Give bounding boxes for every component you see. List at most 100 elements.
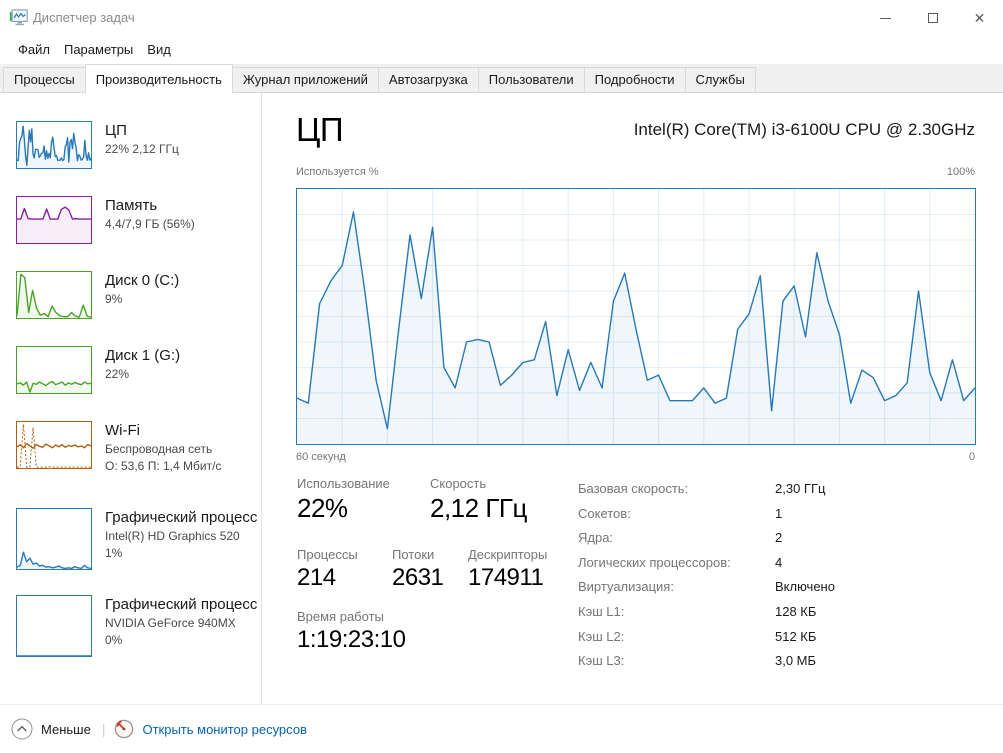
performance-pane: ЦП 22% 2,12 ГГц Память 4,4/7,9 ГБ (56%)	[0, 93, 1003, 704]
fewer-details-button[interactable]: Меньше	[11, 718, 91, 740]
sidebar-wifi-network: Беспроводная сеть	[105, 442, 213, 456]
sidebar-gpu1-name: NVIDIA GeForce 940MX	[105, 616, 236, 630]
processes-value: 214	[297, 564, 336, 591]
sidebar-memory-title: Память	[105, 197, 158, 214]
memory-sparkline	[17, 197, 91, 243]
sidebar-item-gpu0[interactable]: Графический процессор Intel(R) HD Graphi…	[16, 508, 261, 570]
close-icon: ✕	[973, 10, 986, 26]
sidebar-wifi-speeds: О: 53,6 П: 1,4 Мбит/с	[105, 459, 222, 473]
speed-value: 2,12 ГГц	[430, 493, 527, 523]
performance-sidebar: ЦП 22% 2,12 ГГц Память 4,4/7,9 ГБ (56%)	[0, 93, 262, 704]
chart-x-axis-right-label: 0	[968, 451, 975, 463]
speed-label: Скорость	[430, 476, 487, 491]
menu-file[interactable]: Файл	[18, 42, 50, 57]
cpu-usage-chart[interactable]	[296, 188, 976, 445]
tab-details[interactable]: Подробности	[583, 67, 686, 92]
sidebar-disk1-title: Диск 1 (G:)	[105, 347, 181, 364]
footer-separator: |	[101, 721, 106, 737]
sidebar-item-cpu[interactable]: ЦП 22% 2,12 ГГц	[16, 121, 261, 169]
tab-startup[interactable]: Автозагрузка	[377, 67, 479, 92]
threads-label: Потоки	[392, 547, 435, 562]
uptime-label: Время работы	[297, 609, 384, 624]
open-resource-monitor-label: Открыть монитор ресурсов	[142, 721, 307, 737]
close-button[interactable]: ✕	[956, 0, 1003, 36]
maximize-button[interactable]	[909, 0, 956, 36]
gpu0-thumbnail-chart	[16, 508, 92, 570]
menu-options[interactable]: Параметры	[63, 42, 134, 57]
sidebar-item-disk1[interactable]: Диск 1 (G:) 22%	[16, 346, 261, 394]
sidebar-gpu0-value: 1%	[105, 546, 123, 560]
cpu-page-title: ЦП	[296, 111, 344, 148]
minimize-icon	[880, 17, 891, 19]
cpu-thumbnail-chart	[16, 121, 92, 169]
resource-monitor-gauge-icon	[115, 719, 134, 739]
cpu-stats: Использование 22% Скорость 2,12 ГГц Проц…	[297, 475, 575, 655]
sidebar-gpu1-value: 0%	[105, 633, 123, 647]
cpu-usage-chart-svg	[297, 189, 975, 444]
tab-services[interactable]: Службы	[684, 67, 756, 92]
tab-app-history[interactable]: Журнал приложений	[231, 67, 379, 92]
menu-view[interactable]: Вид	[147, 42, 171, 57]
gpu1-sparkline	[17, 596, 91, 656]
tab-processes[interactable]: Процессы	[3, 67, 86, 92]
sidebar-disk0-title: Диск 0 (C:)	[105, 272, 180, 289]
detail-virtualization: Виртуализация: Включено	[578, 579, 835, 595]
wifi-thumbnail-chart	[16, 421, 92, 469]
detail-l2-cache: Кэш L2: 512 КБ	[578, 628, 817, 644]
cpu-sparkline	[17, 122, 91, 168]
cpu-model-name: Intel(R) Core(TM) i3-6100U CPU @ 2.30GHz	[633, 120, 975, 139]
cpu-hardware-details: Базовая скорость: 2,30 ГГц Сокетов: 1 Яд…	[578, 481, 835, 678]
sidebar-wifi-title: Wi-Fi	[105, 422, 140, 439]
disk1-sparkline	[17, 347, 91, 393]
chevron-up-circle-icon	[11, 718, 33, 740]
uptime-value: 1:19:23:10	[297, 626, 406, 653]
sidebar-disk1-value: 22%	[105, 367, 130, 381]
open-resource-monitor-link[interactable]: Открыть монитор ресурсов	[114, 719, 307, 739]
sidebar-gpu0-title: Графический процессор	[105, 509, 258, 526]
sidebar-item-wifi[interactable]: Wi-Fi Беспроводная сеть О: 53,6 П: 1,4 М…	[16, 421, 261, 475]
processes-label: Процессы	[297, 547, 358, 562]
chart-max-label: 100%	[946, 166, 975, 178]
footer-bar: Меньше | Открыть монитор ресурсов	[0, 704, 1003, 753]
memory-thumbnail-chart	[16, 196, 92, 244]
sidebar-item-gpu1[interactable]: Графический процессор NVIDIA GeForce 940…	[16, 595, 261, 657]
disk1-thumbnail-chart	[16, 346, 92, 394]
menu-bar: Файл Параметры Вид	[0, 36, 1003, 63]
title-bar[interactable]: Диспетчер задач ✕	[0, 0, 1003, 36]
sidebar-gpu1-title: Графический процессор	[105, 596, 258, 613]
sidebar-gpu0-name: Intel(R) HD Graphics 520	[105, 529, 240, 543]
gpu0-sparkline	[17, 509, 91, 569]
fewer-details-label: Меньше	[41, 721, 91, 737]
sidebar-memory-value: 4,4/7,9 ГБ (56%)	[105, 217, 195, 231]
chart-x-axis-left-label: 60 секунд	[296, 451, 346, 463]
disk0-thumbnail-chart	[16, 271, 92, 319]
detail-base-speed: Базовая скорость: 2,30 ГГц	[578, 481, 826, 496]
chart-y-axis-label: Используется %	[296, 166, 379, 178]
sidebar-cpu-title: ЦП	[105, 122, 127, 139]
tab-users[interactable]: Пользователи	[477, 67, 585, 92]
handles-label: Дескрипторы	[468, 547, 548, 562]
wifi-sparkline	[17, 422, 91, 468]
detail-cores: Ядра: 2	[578, 530, 783, 546]
sidebar-cpu-value: 22% 2,12 ГГц	[105, 142, 179, 156]
usage-value: 22%	[297, 493, 348, 523]
detail-sockets: Сокетов: 1	[578, 505, 783, 521]
gpu1-thumbnail-chart	[16, 595, 92, 657]
cpu-detail-panel: ЦП Intel(R) Core(TM) i3-6100U CPU @ 2.30…	[263, 93, 1003, 704]
task-manager-app-icon	[9, 9, 28, 26]
handles-value: 174911	[468, 564, 544, 591]
detail-l3-cache: Кэш L3: 3,0 МБ	[578, 653, 817, 669]
sidebar-disk0-value: 9%	[105, 292, 123, 306]
sidebar-item-disk0[interactable]: Диск 0 (C:) 9%	[16, 271, 261, 319]
disk0-sparkline	[17, 272, 91, 318]
detail-l1-cache: Кэш L1: 128 КБ	[578, 603, 817, 619]
maximize-icon	[927, 13, 938, 23]
detail-logical-processors: Логических процессоров: 4	[578, 554, 783, 570]
threads-value: 2631	[392, 564, 444, 591]
minimize-button[interactable]	[862, 0, 909, 36]
usage-label: Использование	[297, 476, 390, 491]
window-title: Диспетчер задач	[33, 10, 135, 25]
tab-performance[interactable]: Производительность	[84, 64, 233, 93]
sidebar-item-memory[interactable]: Память 4,4/7,9 ГБ (56%)	[16, 196, 261, 244]
